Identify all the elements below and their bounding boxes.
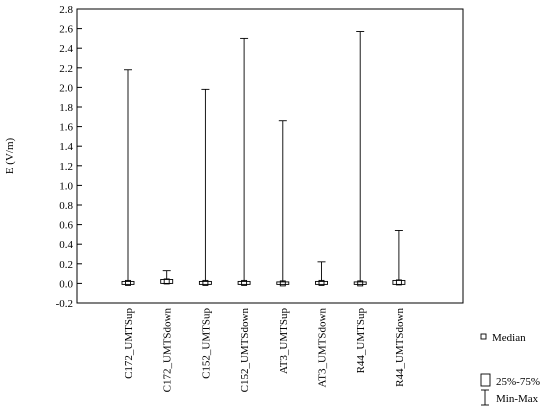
y-tick-label: 1.0 [59, 180, 73, 192]
y-tick-label: 2.4 [59, 43, 73, 55]
legend-box-label: 25%-75% [496, 376, 540, 388]
y-tick-label: 2.2 [59, 63, 73, 75]
x-category-label: R44_UMTSdown [394, 308, 406, 387]
iqr-box [276, 281, 290, 285]
legend: Median 25%-75% Min-Max [480, 332, 540, 406]
y-tick-label: 0.2 [59, 259, 73, 271]
x-category-label: AT3_UMTSdown [317, 308, 329, 388]
median-marker [357, 280, 364, 287]
iqr-box [160, 279, 174, 284]
iqr-box [315, 280, 328, 285]
x-category-label: C152_UMTSdown [239, 308, 251, 393]
iqr-box [237, 280, 251, 285]
y-tick-label: 0.0 [59, 278, 73, 290]
median-marker [279, 280, 286, 287]
y-axis-title: E (V/m) [4, 137, 16, 174]
box-series [121, 31, 406, 287]
median-marker [125, 279, 131, 286]
y-tick-label: 0.4 [59, 239, 73, 251]
x-category-label: C172_UMTSdown [162, 308, 174, 393]
legend-box-icon [480, 373, 491, 387]
legend-median-icon [480, 333, 487, 340]
y-tick-label: 0.6 [59, 220, 73, 232]
y-tick-label: 2.8 [59, 4, 73, 16]
y-tick-label: 1.4 [59, 141, 73, 153]
median-marker [318, 279, 325, 286]
x-category-label: C172_UMTSup [123, 308, 135, 379]
median-marker [395, 279, 402, 286]
plot-frame [76, 8, 464, 304]
median-marker [241, 279, 248, 286]
iqr-box [353, 281, 367, 285]
x-category-label: R44_UMTSup [355, 308, 367, 374]
y-tick-label: 1.2 [59, 161, 73, 173]
legend-whisker-label: Min-Max [496, 393, 539, 405]
iqr-box [392, 279, 406, 285]
legend-median-label: Median [492, 332, 526, 344]
median-marker [163, 278, 170, 285]
median-marker [202, 279, 209, 286]
x-category-label: C152_UMTSup [200, 308, 212, 379]
y-tick-label: 1.6 [59, 122, 73, 134]
iqr-box [121, 280, 135, 285]
x-category-label: AT3_UMTSup [278, 308, 290, 375]
y-tick-label: 2.0 [59, 82, 73, 94]
y-tick-label: 0.8 [59, 200, 73, 212]
x-axis-labels: C172_UMTSup C172_UMTSdown C152_UMTSup C152_… [123, 308, 406, 393]
y-tick-label: 2.6 [59, 24, 73, 36]
y-tick-label: 1.8 [59, 102, 73, 114]
y-tick-label: -0.2 [56, 298, 73, 310]
iqr-box [198, 280, 212, 285]
y-axis: -0.2 0.0 0.2 0.4 0.6 0.8 1.0 1.2 1.4 1.6 1.8 2.0 2.2… [56, 4, 82, 310]
